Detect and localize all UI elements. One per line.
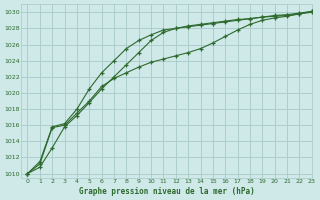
X-axis label: Graphe pression niveau de la mer (hPa): Graphe pression niveau de la mer (hPa) [79, 187, 254, 196]
